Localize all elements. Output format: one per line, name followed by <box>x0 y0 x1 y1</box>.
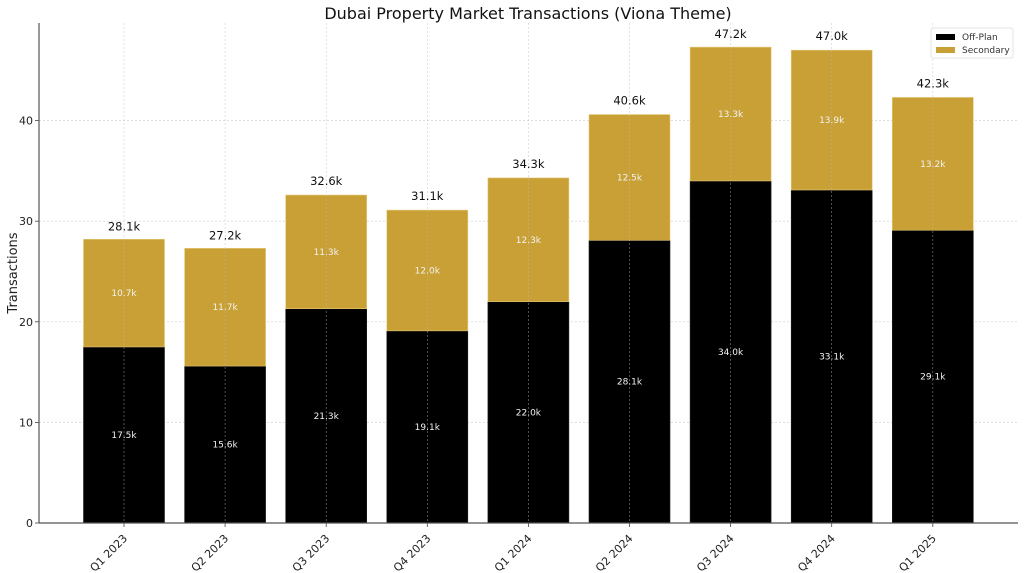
segment-value-label: 12.5k <box>617 173 643 183</box>
segment-value-label: 17.5k <box>111 431 137 441</box>
segment-value-label: 13.3k <box>718 110 744 120</box>
chart-title: Dubai Property Market Transactions (Vion… <box>324 4 731 23</box>
total-value-label: 40.6k <box>613 94 646 108</box>
vertical-grid <box>123 23 934 523</box>
segment-value-label: 13.9k <box>819 116 845 126</box>
legend-swatch <box>936 34 955 40</box>
x-tick-label: Q4 2023 <box>391 532 434 573</box>
x-tick-label: Q3 2024 <box>694 532 737 573</box>
segment-value-label: 11.7k <box>212 303 238 313</box>
x-tick-label: Q1 2025 <box>896 532 939 573</box>
segment-value-label: 12.0k <box>415 266 441 276</box>
segment-value-label: 13.2k <box>920 160 946 170</box>
segment-value-label: 33.1k <box>819 353 845 363</box>
y-tick-label: 20 <box>19 316 33 329</box>
total-value-label: 31.1k <box>411 189 444 203</box>
x-tick-label: Q1 2024 <box>492 532 535 573</box>
bar-secondary <box>386 209 469 332</box>
segment-value-label: 21.3k <box>314 412 340 422</box>
segment-value-label: 29.1k <box>920 373 946 383</box>
x-tick-label: Q2 2024 <box>593 532 636 573</box>
legend-label: Off-Plan <box>962 33 998 43</box>
bar-labels: 17.5k 10.7k 28.1k 15.6k 11.7k 27.2k 21.3k 11.3k… <box>108 27 949 450</box>
segment-value-label: 34.0k <box>718 348 744 358</box>
segment-value-label: 22.0k <box>516 408 542 418</box>
x-tick-label: Q3 2023 <box>290 532 333 573</box>
total-value-label: 47.0k <box>816 29 849 43</box>
total-value-label: 47.2k <box>714 27 747 41</box>
segment-value-label: 28.1k <box>617 378 643 388</box>
segment-value-label: 10.7k <box>111 289 137 299</box>
total-value-label: 27.2k <box>209 228 242 242</box>
x-tick-label: Q2 2023 <box>189 532 232 573</box>
segment-value-label: 15.6k <box>212 441 238 451</box>
legend-label: Secondary <box>962 46 1010 56</box>
total-value-label: 32.6k <box>310 174 343 188</box>
bar-secondary <box>83 238 165 348</box>
total-value-label: 34.3k <box>512 157 545 171</box>
y-axis-label: Transactions <box>6 232 21 314</box>
segment-value-label: 11.3k <box>314 248 340 258</box>
x-tick-label: Q1 2023 <box>88 532 131 573</box>
bar-off-plan <box>386 330 469 524</box>
legend-swatch <box>936 47 955 53</box>
segment-value-label: 19.1k <box>415 423 441 433</box>
y-tick-label: 0 <box>26 517 33 530</box>
legend: Off-Plan Secondary <box>930 27 1014 59</box>
x-tick-label: Q4 2024 <box>795 532 838 573</box>
bar-secondary <box>689 46 772 182</box>
y-tick-label: 10 <box>19 416 33 429</box>
y-tick-label: 30 <box>19 215 33 228</box>
total-value-label: 42.3k <box>917 76 950 90</box>
segment-value-label: 12.3k <box>516 236 542 246</box>
total-value-label: 28.1k <box>108 219 141 233</box>
y-tick-label: 40 <box>19 115 33 128</box>
